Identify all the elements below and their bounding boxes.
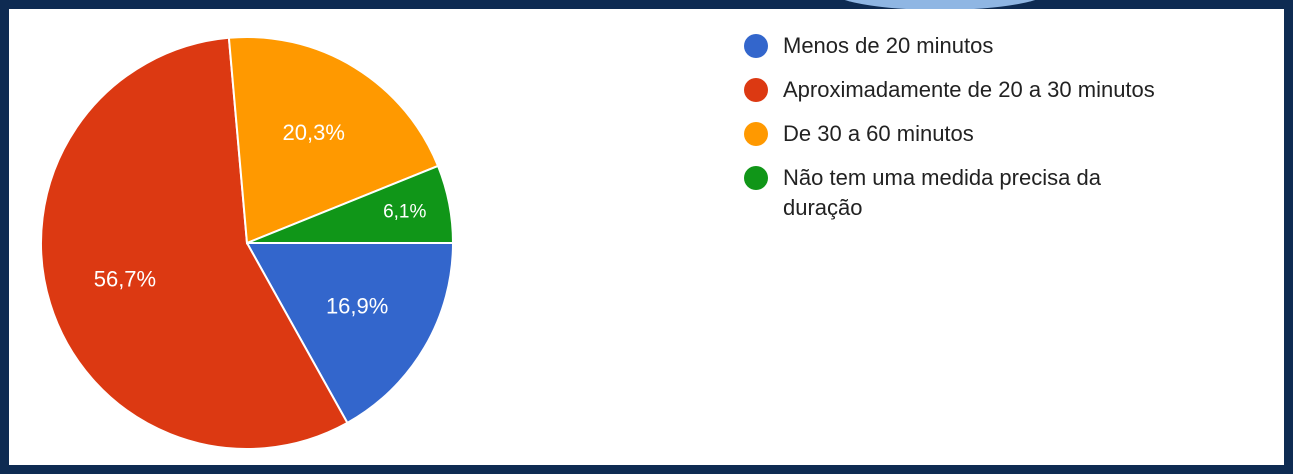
legend-item: Não tem uma medida precisa da duração [744, 163, 1214, 223]
decoration [830, 0, 1050, 10]
legend-swatch [744, 166, 768, 190]
data-label: 6,1% [383, 201, 426, 222]
pie-slice [246, 164, 455, 244]
legend-swatch [744, 122, 768, 146]
pie-slice [227, 36, 440, 245]
legend: Menos de 20 minutos Aproximadamente de 20… [744, 31, 1214, 237]
legend-label: Não tem uma medida precisa da duração [783, 165, 1101, 220]
legend-swatch [744, 34, 768, 58]
data-label: 16,9% [326, 293, 388, 318]
legend-item: Aproximadamente de 20 a 30 minutos [744, 75, 1214, 105]
pie-slice [40, 36, 349, 450]
legend-label: Aproximadamente de 20 a 30 minutos [783, 77, 1155, 102]
pie-slice [245, 242, 455, 425]
legend-label: Menos de 20 minutos [783, 33, 994, 58]
chart: 16,9% 56,7% 20,3% 6,1% [40, 36, 455, 450]
legend-label: De 30 a 60 minutos [783, 121, 974, 146]
legend-item: Menos de 20 minutos [744, 31, 1214, 61]
legend-item: De 30 a 60 minutos [744, 119, 1214, 149]
data-label: 56,7% [94, 266, 156, 291]
chart-frame: 16,9% 56,7% 20,3% 6,1% Menos de 20 minutos A… [9, 9, 1284, 465]
data-label: 20,3% [283, 120, 345, 145]
legend-swatch [744, 78, 768, 102]
